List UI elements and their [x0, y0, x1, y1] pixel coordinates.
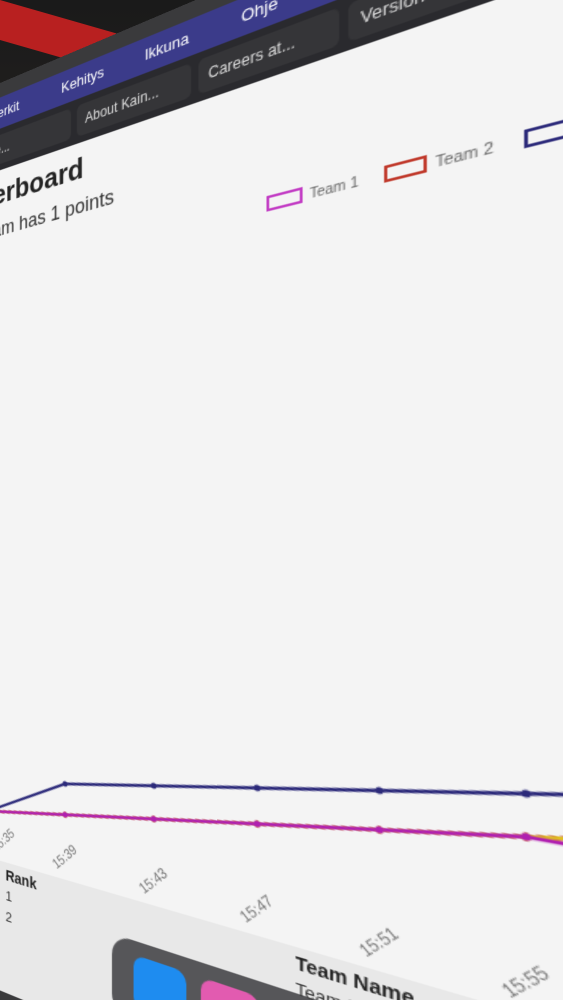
- table-cell: 1: [6, 888, 13, 906]
- tab-label: The...: [0, 140, 10, 163]
- tab: [0, 108, 71, 173]
- table-cell: 2: [6, 909, 13, 927]
